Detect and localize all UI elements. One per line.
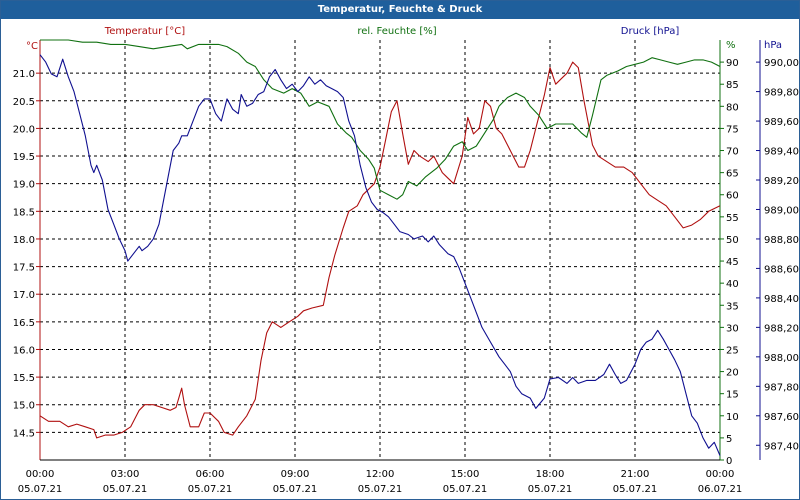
temperature-axis-title: Temperatur [°C] — [104, 26, 185, 37]
pressure-tick-label: 989,60 — [764, 117, 799, 128]
x-tick-time: 18:00 — [536, 469, 565, 480]
temperature-tick-label: 19.0 — [13, 180, 35, 191]
temperature-tick-label: 16.5 — [13, 318, 35, 329]
temperature-tick-label: 18.5 — [13, 207, 35, 218]
pressure-tick-label: 988,00 — [764, 353, 799, 364]
window-title: Temperatur, Feuchte & Druck — [1, 1, 799, 19]
x-tick-date: 05.07.21 — [443, 484, 488, 495]
temperature-tick-label: 20.0 — [13, 124, 35, 135]
humidity-tick-label: 35 — [726, 301, 739, 312]
humidity-tick-label: 55 — [726, 213, 739, 224]
pressure-tick-label: 988,40 — [764, 294, 799, 305]
x-tick-date: 05.07.21 — [273, 484, 318, 495]
temperature-unit: °C — [26, 41, 38, 52]
humidity-tick-label: 25 — [726, 345, 739, 356]
humidity-tick-label: 80 — [726, 102, 739, 113]
axis-labels: 00:00 05.07.21 03:00 05.07.21 06:00 05.07.21 0… — [13, 26, 799, 495]
temperature-tick-label: 14.5 — [13, 428, 35, 439]
temperature-tick-label: 20.5 — [13, 97, 35, 108]
x-tick-date: 05.07.21 — [528, 484, 573, 495]
humidity-tick-label: 30 — [726, 323, 739, 334]
temperature-tick-label: 18.0 — [13, 235, 35, 246]
x-tick-time: 15:00 — [451, 469, 480, 480]
x-tick-time: 21:00 — [621, 469, 650, 480]
humidity-tick-label: 40 — [726, 279, 739, 290]
humidity-tick-label: 45 — [726, 257, 739, 268]
x-tick-date: 05.07.21 — [358, 484, 403, 495]
pressure-tick-label: 990,00 — [764, 58, 799, 69]
humidity-series-line — [40, 39, 721, 200]
humidity-tick-label: 10 — [726, 412, 739, 423]
x-tick-date: 05.07.21 — [188, 484, 233, 495]
humidity-tick-label: 70 — [726, 147, 739, 158]
series-lines — [39, 39, 721, 456]
humidity-tick-label: 50 — [726, 235, 739, 246]
x-tick-time: 00:00 — [706, 469, 735, 480]
temperature-tick-label: 21.0 — [13, 69, 35, 80]
pressure-unit: hPa — [764, 40, 782, 51]
humidity-tick-label: 20 — [726, 368, 739, 379]
x-tick-date: 05.07.21 — [613, 484, 658, 495]
pressure-tick-label: 987,60 — [764, 412, 799, 423]
x-tick-date: 05.07.21 — [18, 484, 63, 495]
humidity-tick-label: 75 — [726, 124, 739, 135]
humidity-tick-label: 65 — [726, 169, 739, 180]
pressure-axis-title: Druck [hPa] — [621, 26, 680, 37]
x-tick-date: 05.07.21 — [103, 484, 148, 495]
pressure-tick-label: 989,00 — [764, 205, 799, 216]
temperature-tick-label: 15.5 — [13, 373, 35, 384]
humidity-unit: % — [726, 40, 736, 51]
humidity-tick-label: 85 — [726, 80, 739, 91]
grid-lines — [40, 40, 720, 460]
x-tick-time: 03:00 — [111, 469, 140, 480]
x-tick-time: 06:00 — [196, 469, 225, 480]
humidity-tick-label: 90 — [726, 58, 739, 69]
x-tick-time: 00:00 — [26, 469, 55, 480]
pressure-tick-label: 989,40 — [764, 147, 799, 158]
x-tick-time: 12:00 — [366, 469, 395, 480]
pressure-tick-label: 989,80 — [764, 88, 799, 99]
temperature-tick-label: 16.0 — [13, 345, 35, 356]
temperature-series-line — [39, 61, 721, 439]
x-tick-date: 06.07.21 — [698, 484, 743, 495]
temperature-tick-label: 17.5 — [13, 263, 35, 274]
humidity-tick-label: 60 — [726, 191, 739, 202]
temperature-tick-label: 17.0 — [13, 290, 35, 301]
pressure-tick-label: 987,40 — [764, 441, 799, 452]
pressure-tick-label: 988,80 — [764, 235, 799, 246]
pressure-tick-label: 988,60 — [764, 264, 799, 275]
pressure-tick-label: 987,80 — [764, 382, 799, 393]
temperature-tick-label: 19.5 — [13, 152, 35, 163]
axes — [36, 40, 761, 461]
humidity-axis-title: rel. Feuchte [%] — [357, 26, 436, 37]
pressure-series-line — [39, 54, 721, 456]
humidity-tick-label: 5 — [726, 434, 732, 445]
x-tick-time: 09:00 — [281, 469, 310, 480]
humidity-tick-label: 15 — [726, 390, 739, 401]
pressure-tick-label: 988,20 — [764, 323, 799, 334]
humidity-tick-label: 0 — [726, 456, 732, 467]
pressure-tick-label: 989,20 — [764, 176, 799, 187]
temperature-tick-label: 15.0 — [13, 401, 35, 412]
